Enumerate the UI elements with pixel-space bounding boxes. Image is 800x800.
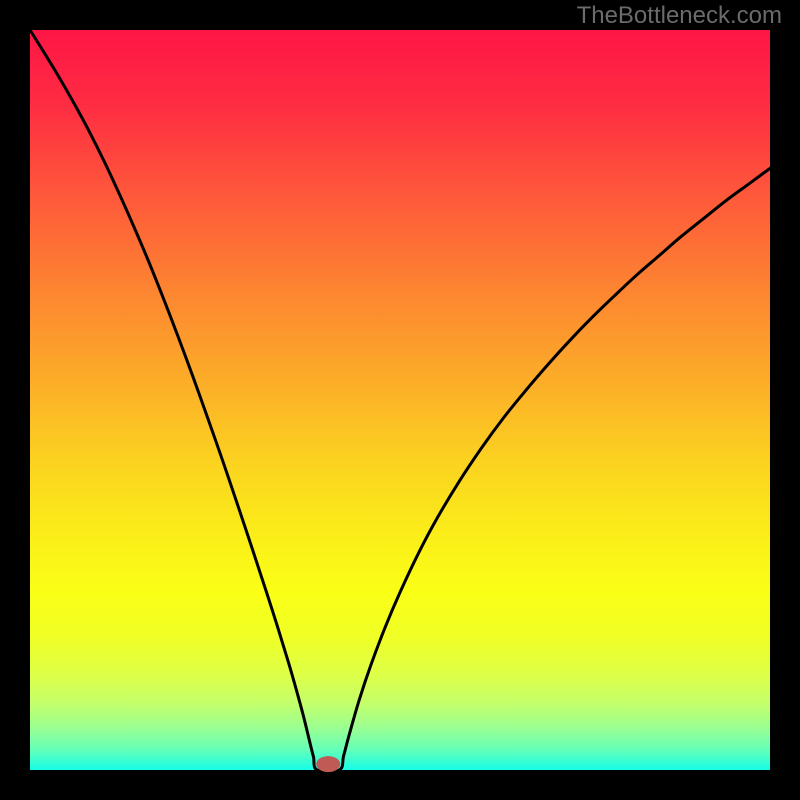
current-config-marker <box>316 756 340 772</box>
bottleneck-chart <box>0 0 800 800</box>
watermark-text: TheBottleneck.com <box>577 2 782 30</box>
chart-container: TheBottleneck.com <box>0 0 800 800</box>
chart-plot-area <box>30 30 770 770</box>
